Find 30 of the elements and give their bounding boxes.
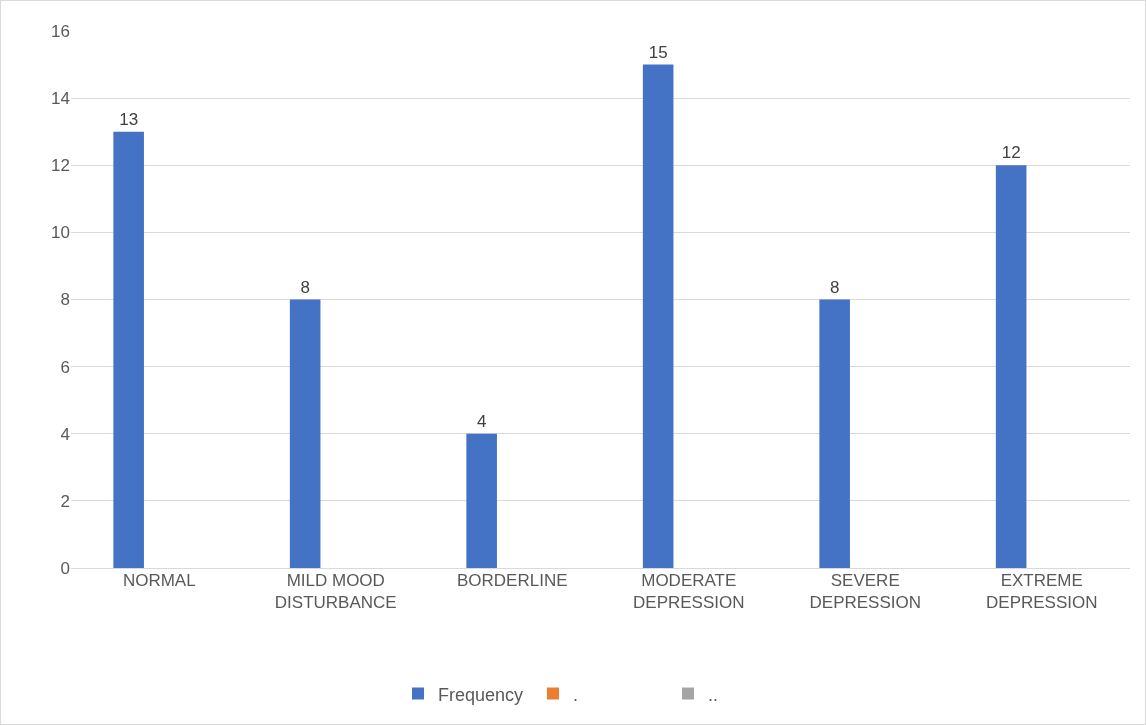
legend-label: .. [708, 684, 719, 705]
data-label: 12 [1001, 143, 1021, 163]
bar [289, 299, 321, 568]
legend-label: Frequency [438, 684, 524, 705]
y-tick-label: 2 [60, 491, 70, 511]
y-tick-label: 14 [51, 89, 70, 109]
y-tick-label: 8 [60, 290, 70, 310]
data-label: 8 [829, 277, 840, 297]
y-tick-label: 16 [51, 21, 70, 41]
y-tick-label: 10 [51, 223, 70, 243]
x-tick-label: EXTREME DEPRESSION [986, 571, 1098, 613]
legend-label: . [573, 684, 579, 705]
bar [642, 64, 674, 568]
x-tick-label: MILD MOOD DISTURBANCE [274, 571, 397, 613]
bar [819, 299, 850, 568]
data-label: 15 [648, 42, 668, 62]
x-tick-label: MODERATE DEPRESSION [633, 571, 745, 613]
x-tick-label: SEVERE DEPRESSION [809, 571, 921, 613]
y-tick-label: 12 [51, 156, 70, 176]
data-label: 13 [119, 109, 139, 129]
y-tick-label: 0 [60, 558, 70, 578]
bar [466, 433, 497, 568]
bar [113, 131, 144, 568]
x-tick-label: BORDERLINE [456, 571, 568, 590]
x-tick-label: NORMAL [122, 571, 196, 590]
data-label: 8 [300, 277, 310, 297]
data-label: 4 [476, 411, 487, 431]
y-tick-label: 4 [60, 424, 70, 444]
bar [995, 165, 1027, 568]
y-tick-label: 6 [60, 357, 70, 377]
